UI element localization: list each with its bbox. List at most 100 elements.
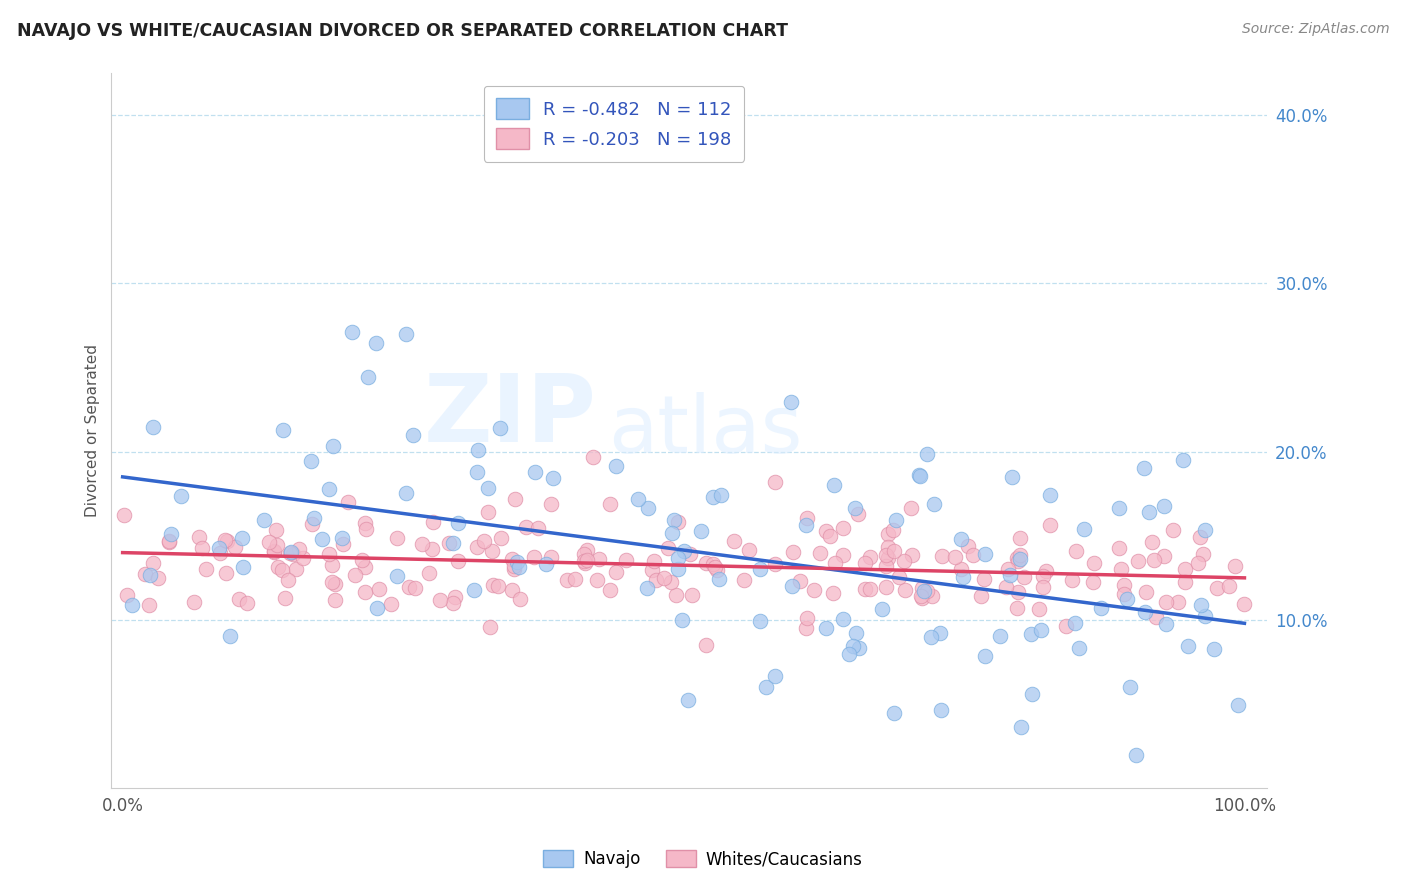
Point — [541, 471, 564, 485]
Point — [509, 591, 531, 606]
Point — [950, 532, 973, 546]
Point — [1062, 574, 1084, 588]
Point — [997, 562, 1019, 576]
Point — [385, 531, 408, 545]
Point — [232, 560, 254, 574]
Point — [267, 559, 290, 574]
Point — [482, 578, 505, 592]
Point — [1205, 581, 1227, 595]
Point — [924, 497, 946, 511]
Point — [395, 486, 418, 500]
Point — [789, 574, 811, 588]
Point — [263, 544, 285, 558]
Point — [1054, 619, 1077, 633]
Point — [671, 613, 693, 627]
Point — [707, 572, 730, 586]
Point — [1189, 599, 1212, 613]
Point — [284, 562, 307, 576]
Point — [214, 533, 236, 548]
Point — [418, 566, 440, 581]
Point — [1174, 575, 1197, 590]
Point — [231, 531, 253, 545]
Point — [344, 568, 367, 582]
Point — [283, 547, 305, 561]
Point — [187, 530, 209, 544]
Point — [443, 590, 465, 604]
Point — [574, 547, 596, 561]
Point — [779, 395, 801, 409]
Point — [672, 544, 695, 558]
Point — [821, 586, 844, 600]
Point — [263, 545, 285, 559]
Point — [323, 576, 346, 591]
Point — [1032, 580, 1054, 594]
Point — [666, 551, 689, 566]
Point — [749, 614, 772, 628]
Legend: Navajo, Whites/Caucasians: Navajo, Whites/Caucasians — [537, 843, 869, 875]
Point — [489, 531, 512, 545]
Point — [523, 465, 546, 479]
Point — [973, 572, 995, 586]
Point — [755, 680, 778, 694]
Point — [1039, 488, 1062, 502]
Point — [1007, 553, 1029, 567]
Point — [912, 583, 935, 598]
Point — [844, 501, 866, 516]
Point — [1029, 624, 1052, 638]
Point — [901, 549, 924, 563]
Point — [121, 598, 143, 612]
Point — [823, 478, 845, 492]
Point — [690, 524, 713, 538]
Point — [949, 561, 972, 575]
Point — [301, 516, 323, 531]
Point — [115, 588, 138, 602]
Point — [353, 559, 375, 574]
Point — [139, 567, 162, 582]
Point — [1128, 554, 1150, 568]
Point — [321, 574, 343, 589]
Point — [702, 490, 724, 504]
Point — [467, 541, 489, 555]
Point — [477, 504, 499, 518]
Point — [832, 521, 855, 535]
Point — [818, 528, 841, 542]
Point — [605, 565, 627, 579]
Point — [645, 573, 668, 587]
Point — [920, 630, 942, 644]
Point — [112, 508, 135, 522]
Point — [395, 327, 418, 342]
Point — [402, 428, 425, 442]
Point — [575, 543, 598, 558]
Point — [917, 447, 939, 461]
Point — [257, 535, 280, 549]
Point — [277, 573, 299, 587]
Point — [368, 582, 391, 596]
Point — [506, 555, 529, 569]
Point — [138, 599, 160, 613]
Point — [429, 593, 451, 607]
Point — [845, 626, 868, 640]
Point — [228, 591, 250, 606]
Point — [627, 492, 650, 507]
Point — [398, 580, 420, 594]
Point — [191, 541, 214, 555]
Point — [446, 554, 468, 568]
Point — [838, 647, 860, 661]
Point — [637, 501, 659, 516]
Point — [1233, 597, 1256, 611]
Point — [661, 526, 683, 541]
Point — [814, 524, 837, 538]
Point — [557, 574, 579, 588]
Text: Source: ZipAtlas.com: Source: ZipAtlas.com — [1241, 22, 1389, 37]
Point — [883, 706, 905, 720]
Point — [332, 537, 354, 551]
Point — [540, 497, 562, 511]
Text: NAVAJO VS WHITE/CAUCASIAN DIVORCED OR SEPARATED CORRELATION CHART: NAVAJO VS WHITE/CAUCASIAN DIVORCED OR SE… — [17, 22, 787, 40]
Point — [910, 589, 932, 603]
Point — [217, 533, 239, 548]
Point — [501, 551, 523, 566]
Point — [278, 546, 301, 560]
Point — [209, 546, 232, 560]
Point — [208, 541, 231, 556]
Point — [998, 567, 1021, 582]
